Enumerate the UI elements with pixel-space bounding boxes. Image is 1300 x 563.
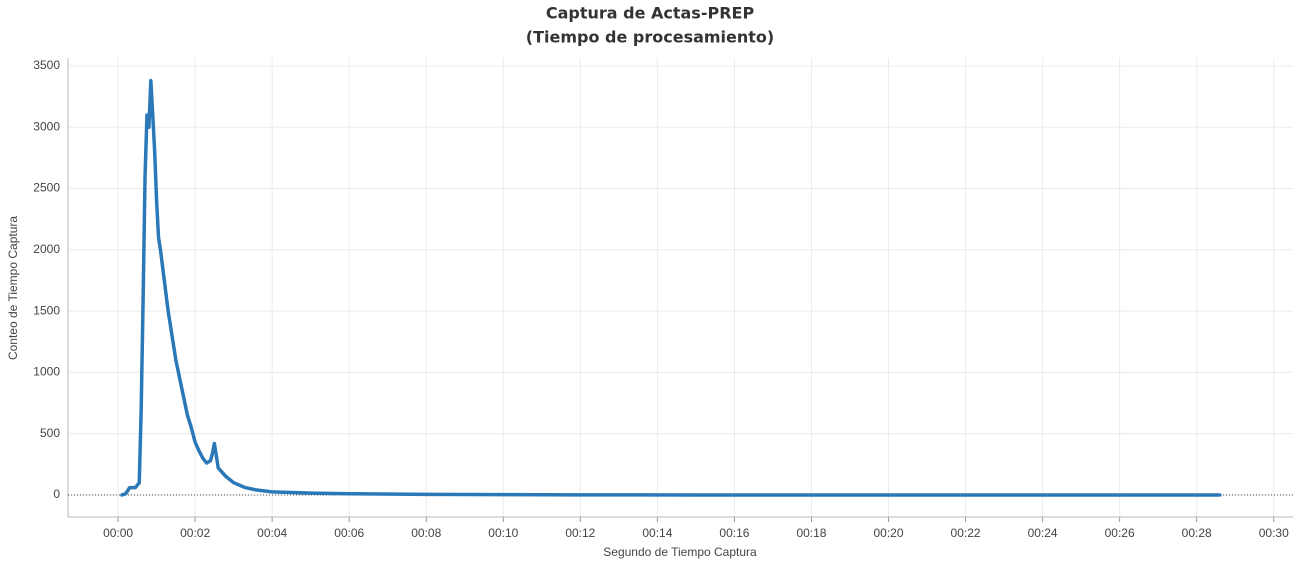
y-axis-label: Conteo de Tiempo Captura — [6, 216, 20, 360]
y-tick-label: 3000 — [33, 119, 60, 133]
x-tick-label: 00:14 — [642, 526, 672, 540]
y-tick-label: 500 — [40, 426, 60, 440]
y-tick-label: 1500 — [33, 303, 60, 317]
x-tick-label: 00:10 — [488, 526, 518, 540]
y-tick-label: 2000 — [33, 242, 60, 256]
x-tick-label: 00:02 — [180, 526, 210, 540]
data-line — [120, 78, 1222, 497]
x-tick-label: 00:00 — [103, 526, 133, 540]
x-tick-label: 00:06 — [334, 526, 364, 540]
x-tick-label: 00:18 — [796, 526, 826, 540]
y-tick-label: 3500 — [33, 58, 60, 72]
chart-subtitle: (Tiempo de procesamiento) — [526, 28, 774, 47]
x-tick-label: 00:04 — [257, 526, 287, 540]
y-tick-label: 2500 — [33, 181, 60, 195]
x-tick-label: 00:30 — [1259, 526, 1289, 540]
x-tick-label: 00:12 — [565, 526, 595, 540]
x-tick-label: 00:22 — [951, 526, 981, 540]
x-tick-label: 00:26 — [1105, 526, 1135, 540]
x-tick-label: 00:08 — [411, 526, 441, 540]
x-axis-label: Segundo de Tiempo Captura — [603, 545, 757, 559]
x-tick-label: 00:20 — [874, 526, 904, 540]
x-tick-label: 00:28 — [1182, 526, 1212, 540]
x-tick-label: 00:24 — [1028, 526, 1058, 540]
y-tick-label: 1000 — [33, 365, 60, 379]
chart-title: Captura de Actas-PREP — [546, 4, 755, 23]
y-tick-label: 0 — [53, 487, 60, 501]
x-tick-label: 00:16 — [719, 526, 749, 540]
